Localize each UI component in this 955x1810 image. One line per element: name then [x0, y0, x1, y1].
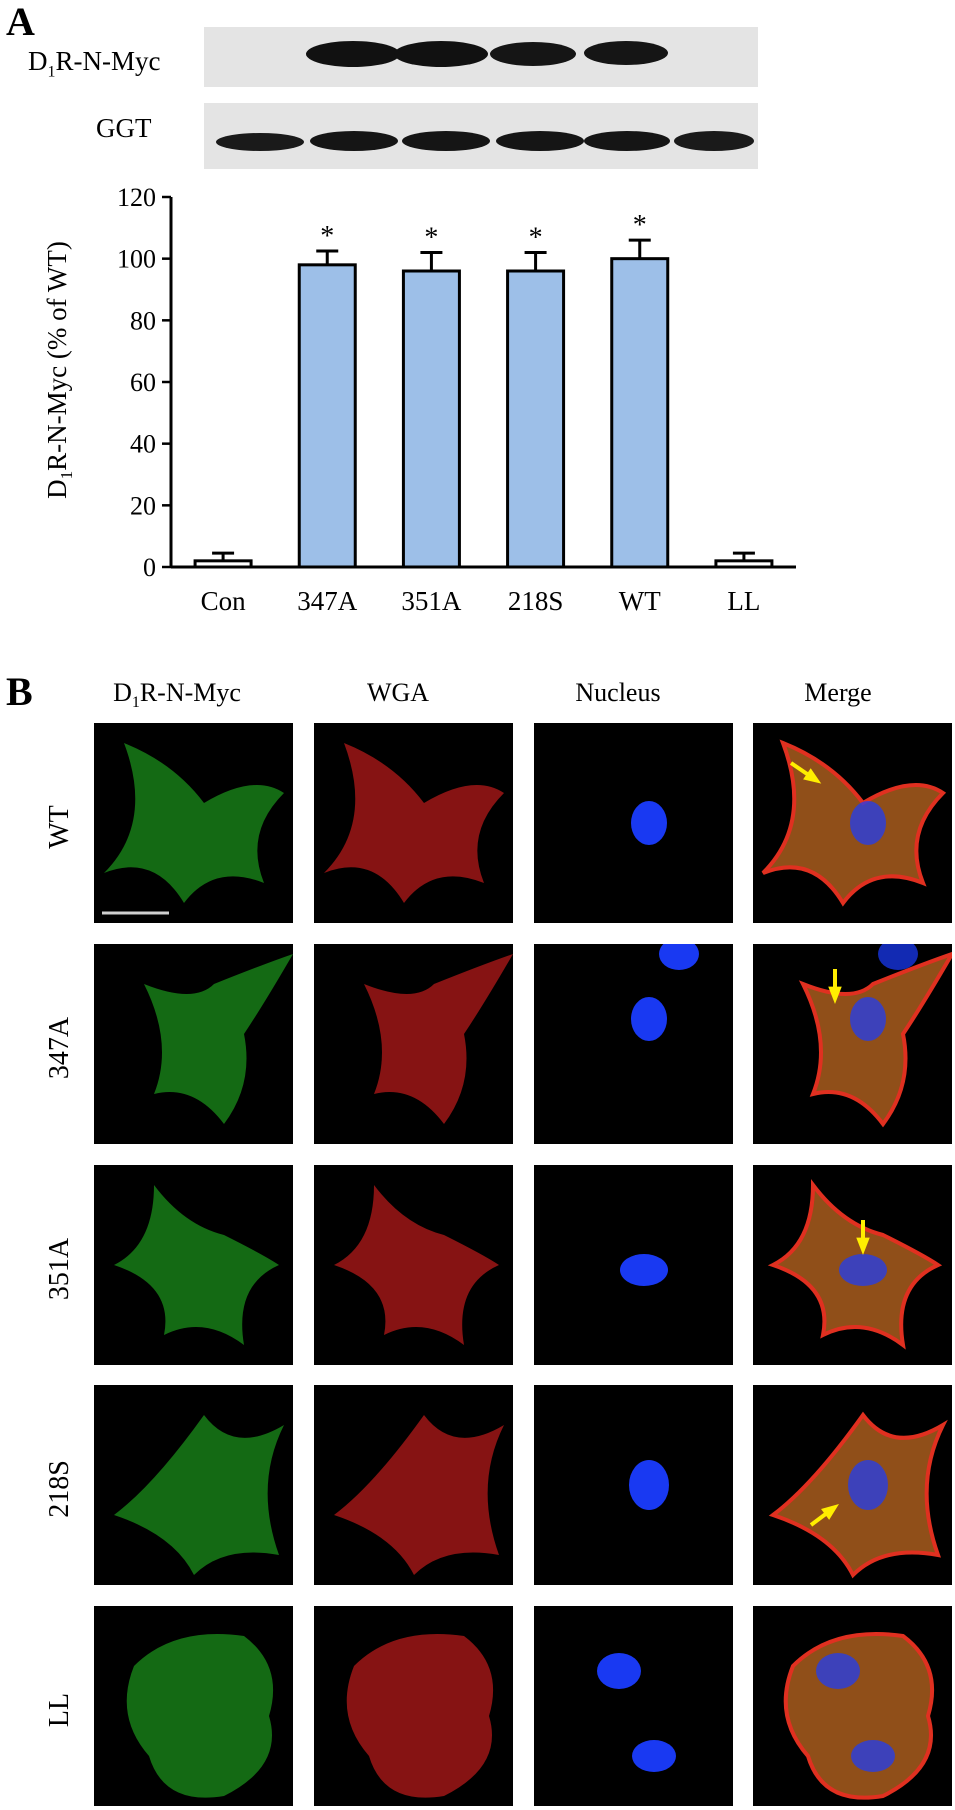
significance-218S: * — [529, 223, 543, 254]
y-tick-label-20: 20 — [130, 491, 156, 520]
row-label-218s: 218S — [44, 1460, 75, 1518]
micrograph-351a-merge — [753, 1165, 952, 1365]
significance-WT: * — [633, 210, 647, 241]
micrograph-347a-wga — [314, 944, 513, 1144]
blot-label-d1r: D1R-N-Myc — [28, 46, 161, 81]
cell-body-shape — [144, 954, 293, 1124]
nucleus-shape — [848, 1460, 888, 1510]
y-tick-label-40: 40 — [130, 430, 156, 459]
nucleus-shape — [631, 997, 667, 1041]
bar-WT — [610, 257, 670, 569]
micrograph-ll-wga — [314, 1606, 513, 1806]
western-blot-d1r — [204, 27, 758, 87]
bar-351A — [401, 269, 461, 569]
micrograph-wt-d1r — [94, 723, 293, 923]
x-tick-label-218S: 218S — [508, 586, 564, 616]
nucleus-shape — [632, 1740, 676, 1772]
arrow-head-icon — [821, 1504, 839, 1520]
cell-body-shape — [364, 954, 513, 1124]
micrograph-ll-d1r — [94, 1606, 293, 1806]
bar-Con — [193, 559, 253, 569]
cell-body-shape — [114, 1415, 284, 1575]
micrograph-218s-wga — [314, 1385, 513, 1585]
membrane-outline — [768, 1411, 948, 1579]
y-axis-label: D1R-N-Myc (% of WT) — [42, 241, 76, 499]
y-tick-label-60: 60 — [130, 368, 156, 397]
cell-body-shape — [803, 954, 952, 1124]
bar-chart: D1R-N-Myc (% of WT) 0 20 40 60 80 100 120 Con 34… — [42, 183, 796, 616]
micrograph-218s-merge — [753, 1385, 952, 1585]
arrow-head-icon — [803, 768, 822, 784]
y-tick-label-0: 0 — [143, 553, 156, 582]
micrograph-wt-nucleus — [534, 723, 733, 923]
micrograph-351a-nucleus — [534, 1165, 733, 1365]
y-tick-label-120: 120 — [117, 183, 156, 212]
membrane-outline — [767, 1179, 943, 1350]
western-blot-ggt — [204, 103, 758, 169]
cell-body-shape — [126, 1634, 274, 1798]
bar-LL — [714, 559, 774, 569]
col-header-merge: Merge — [804, 678, 872, 707]
bar-347A — [297, 263, 357, 569]
nucleus-shape — [597, 1653, 641, 1689]
panel-b-letter: B — [6, 669, 33, 714]
arrow-head-icon — [828, 986, 842, 1004]
row-label-347a: 347A — [44, 1016, 75, 1080]
nucleus-shape — [850, 801, 886, 845]
micrograph-ll-nucleus — [534, 1606, 733, 1806]
nucleus-shape — [850, 997, 886, 1041]
col-header-d1r: D1R-N-Myc — [113, 678, 241, 712]
x-tick-label-WT: WT — [619, 586, 661, 616]
membrane-outline — [783, 1632, 935, 1800]
micrograph-347a-merge — [753, 944, 952, 1144]
row-label-wt: WT — [44, 805, 75, 849]
cell-body-shape — [324, 743, 504, 903]
micrograph-347a-d1r — [94, 944, 293, 1144]
micrograph-218s-d1r — [94, 1385, 293, 1585]
blot-label-ggt: GGT — [96, 113, 152, 143]
row-label-ll: LL — [44, 1692, 75, 1728]
cell-body-shape — [104, 743, 284, 903]
micrograph-ll-merge — [753, 1606, 952, 1806]
micrograph-351a-d1r — [94, 1165, 293, 1365]
nucleus-shape — [816, 1653, 860, 1689]
nucleus-shape — [659, 944, 699, 970]
micrograph-218s-nucleus — [534, 1385, 733, 1585]
col-header-wga: WGA — [366, 678, 430, 707]
nucleus-shape — [631, 801, 667, 845]
micrograph-wt-merge — [753, 723, 952, 923]
x-tick-label-Con: Con — [201, 586, 247, 616]
micrograph-351a-wga — [314, 1165, 513, 1365]
significance-347A: * — [320, 221, 334, 252]
x-tick-label-347A: 347A — [297, 586, 358, 616]
nucleus-shape — [629, 1460, 669, 1510]
nucleus-shape — [878, 944, 918, 970]
micrograph-347a-nucleus — [534, 944, 733, 1144]
y-tick-label-80: 80 — [130, 306, 156, 335]
membrane-outline — [798, 951, 952, 1128]
y-axis-label-text: D1R-N-Myc (% of WT) — [42, 241, 76, 499]
bar-218S — [506, 269, 566, 569]
row-label-351a: 351A — [44, 1237, 75, 1301]
arrow-head-icon — [856, 1237, 870, 1255]
cell-body-shape — [785, 1634, 933, 1798]
panel-a-letter: A — [6, 0, 35, 44]
significance-351A: * — [424, 223, 438, 254]
cell-body-shape — [114, 1185, 279, 1345]
nucleus-shape — [839, 1254, 887, 1286]
nucleus-shape — [851, 1740, 895, 1772]
x-tick-label-LL: LL — [727, 586, 760, 616]
y-tick-label-100: 100 — [117, 245, 156, 274]
col-header-nucleus: Nucleus — [575, 678, 661, 707]
x-tick-label-351A: 351A — [401, 586, 462, 616]
cell-body-shape — [334, 1185, 499, 1345]
cell-body-shape — [346, 1634, 494, 1798]
nucleus-shape — [620, 1254, 668, 1286]
cell-body-shape — [334, 1415, 504, 1575]
micrograph-wt-wga — [314, 723, 513, 923]
